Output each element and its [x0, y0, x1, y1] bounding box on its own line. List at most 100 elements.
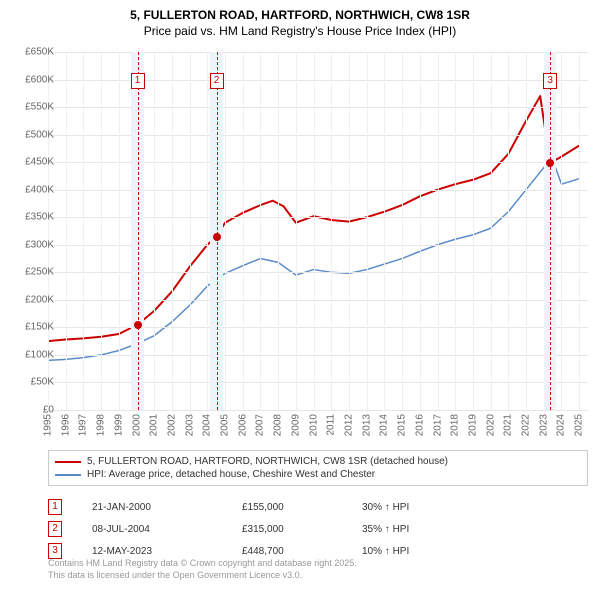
- event-marker: 1: [131, 73, 145, 89]
- x-tick-label: 2017: [432, 414, 443, 436]
- grid-line-h: [48, 355, 588, 356]
- plot-area: 123: [48, 52, 588, 410]
- x-tick-label: 2009: [290, 414, 301, 436]
- grid-line-v: [438, 52, 439, 410]
- y-tick-label: £200K: [10, 294, 54, 305]
- x-tick-label: 2025: [574, 414, 585, 436]
- legend-label-hpi: HPI: Average price, detached house, Ches…: [87, 469, 375, 480]
- x-tick-label: 1995: [43, 414, 54, 436]
- events-row-marker: 3: [48, 543, 62, 559]
- y-tick-label: £400K: [10, 184, 54, 195]
- grid-line-h: [48, 382, 588, 383]
- x-tick-label: 2018: [450, 414, 461, 436]
- grid-line-v: [66, 52, 67, 410]
- x-tick-label: 2020: [485, 414, 496, 436]
- x-tick-label: 2007: [255, 414, 266, 436]
- grid-line-v: [420, 52, 421, 410]
- chart-title: 5, FULLERTON ROAD, HARTFORD, NORTHWICH, …: [0, 0, 600, 24]
- grid-line-v: [278, 52, 279, 410]
- x-tick-label: 2012: [343, 414, 354, 436]
- y-tick-label: £550K: [10, 102, 54, 113]
- grid-line-h: [48, 327, 588, 328]
- events-row-date: 21-JAN-2000: [92, 502, 242, 513]
- grid-line-v: [225, 52, 226, 410]
- grid-line-h: [48, 410, 588, 411]
- grid-line-v: [331, 52, 332, 410]
- x-tick-label: 1996: [60, 414, 71, 436]
- grid-line-h: [48, 190, 588, 191]
- x-tick-label: 2014: [379, 414, 390, 436]
- grid-line-v: [561, 52, 562, 410]
- grid-line-v: [491, 52, 492, 410]
- legend-swatch-property: [55, 461, 81, 463]
- footer-attribution: Contains HM Land Registry data © Crown c…: [48, 558, 588, 581]
- grid-line-h: [48, 245, 588, 246]
- legend-row-hpi: HPI: Average price, detached house, Ches…: [55, 468, 581, 481]
- x-tick-label: 1997: [78, 414, 89, 436]
- grid-line-v: [190, 52, 191, 410]
- x-tick-label: 1999: [113, 414, 124, 436]
- grid-line-v: [172, 52, 173, 410]
- series-dot-property: [213, 233, 221, 241]
- grid-line-v: [367, 52, 368, 410]
- events-row-price: £155,000: [242, 502, 362, 513]
- grid-line-h: [48, 217, 588, 218]
- x-tick-label: 2016: [414, 414, 425, 436]
- event-line: [550, 52, 551, 410]
- grid-line-h: [48, 135, 588, 136]
- x-tick-label: 2023: [538, 414, 549, 436]
- grid-line-h: [48, 52, 588, 53]
- x-tick-label: 2006: [237, 414, 248, 436]
- footer-line-2: This data is licensed under the Open Gov…: [48, 570, 588, 582]
- grid-line-v: [119, 52, 120, 410]
- legend-label-property: 5, FULLERTON ROAD, HARTFORD, NORTHWICH, …: [87, 456, 448, 467]
- grid-line-v: [349, 52, 350, 410]
- grid-line-v: [384, 52, 385, 410]
- events-row-date: 08-JUL-2004: [92, 524, 242, 535]
- events-table-row: 208-JUL-2004£315,00035% ↑ HPI: [48, 518, 588, 540]
- events-row-marker: 2: [48, 521, 62, 537]
- x-tick-label: 2001: [149, 414, 160, 436]
- series-svg: [48, 52, 588, 410]
- y-tick-label: £250K: [10, 267, 54, 278]
- events-row-marker: 1: [48, 499, 62, 515]
- y-tick-label: £650K: [10, 47, 54, 58]
- x-tick-label: 2011: [326, 414, 337, 436]
- y-tick-label: £450K: [10, 157, 54, 168]
- grid-line-v: [83, 52, 84, 410]
- x-tick-label: 2008: [273, 414, 284, 436]
- events-row-date: 12-MAY-2023: [92, 546, 242, 557]
- events-row-delta: 30% ↑ HPI: [362, 502, 482, 513]
- grid-line-h: [48, 300, 588, 301]
- x-tick-label: 2004: [202, 414, 213, 436]
- grid-line-h: [48, 272, 588, 273]
- x-tick-label: 2010: [308, 414, 319, 436]
- event-line: [217, 52, 218, 410]
- x-tick-label: 2024: [556, 414, 567, 436]
- grid-line-v: [296, 52, 297, 410]
- x-tick-label: 2003: [184, 414, 195, 436]
- x-tick-label: 1998: [96, 414, 107, 436]
- grid-line-h: [48, 107, 588, 108]
- events-row-delta: 35% ↑ HPI: [362, 524, 482, 535]
- x-tick-label: 2022: [521, 414, 532, 436]
- x-tick-label: 2002: [166, 414, 177, 436]
- chart-subtitle: Price paid vs. HM Land Registry's House …: [0, 24, 600, 44]
- x-tick-label: 2019: [467, 414, 478, 436]
- grid-line-v: [243, 52, 244, 410]
- grid-line-v: [455, 52, 456, 410]
- grid-line-v: [402, 52, 403, 410]
- series-dot-property: [546, 159, 554, 167]
- y-tick-label: £350K: [10, 212, 54, 223]
- grid-line-v: [526, 52, 527, 410]
- legend-swatch-hpi: [55, 474, 81, 476]
- event-line: [138, 52, 139, 410]
- legend-row-property: 5, FULLERTON ROAD, HARTFORD, NORTHWICH, …: [55, 455, 581, 468]
- grid-line-v: [508, 52, 509, 410]
- y-tick-label: £500K: [10, 129, 54, 140]
- y-tick-label: £300K: [10, 239, 54, 250]
- y-tick-label: £50K: [10, 377, 54, 388]
- x-tick-label: 2005: [220, 414, 231, 436]
- grid-line-v: [260, 52, 261, 410]
- x-tick-label: 2013: [361, 414, 372, 436]
